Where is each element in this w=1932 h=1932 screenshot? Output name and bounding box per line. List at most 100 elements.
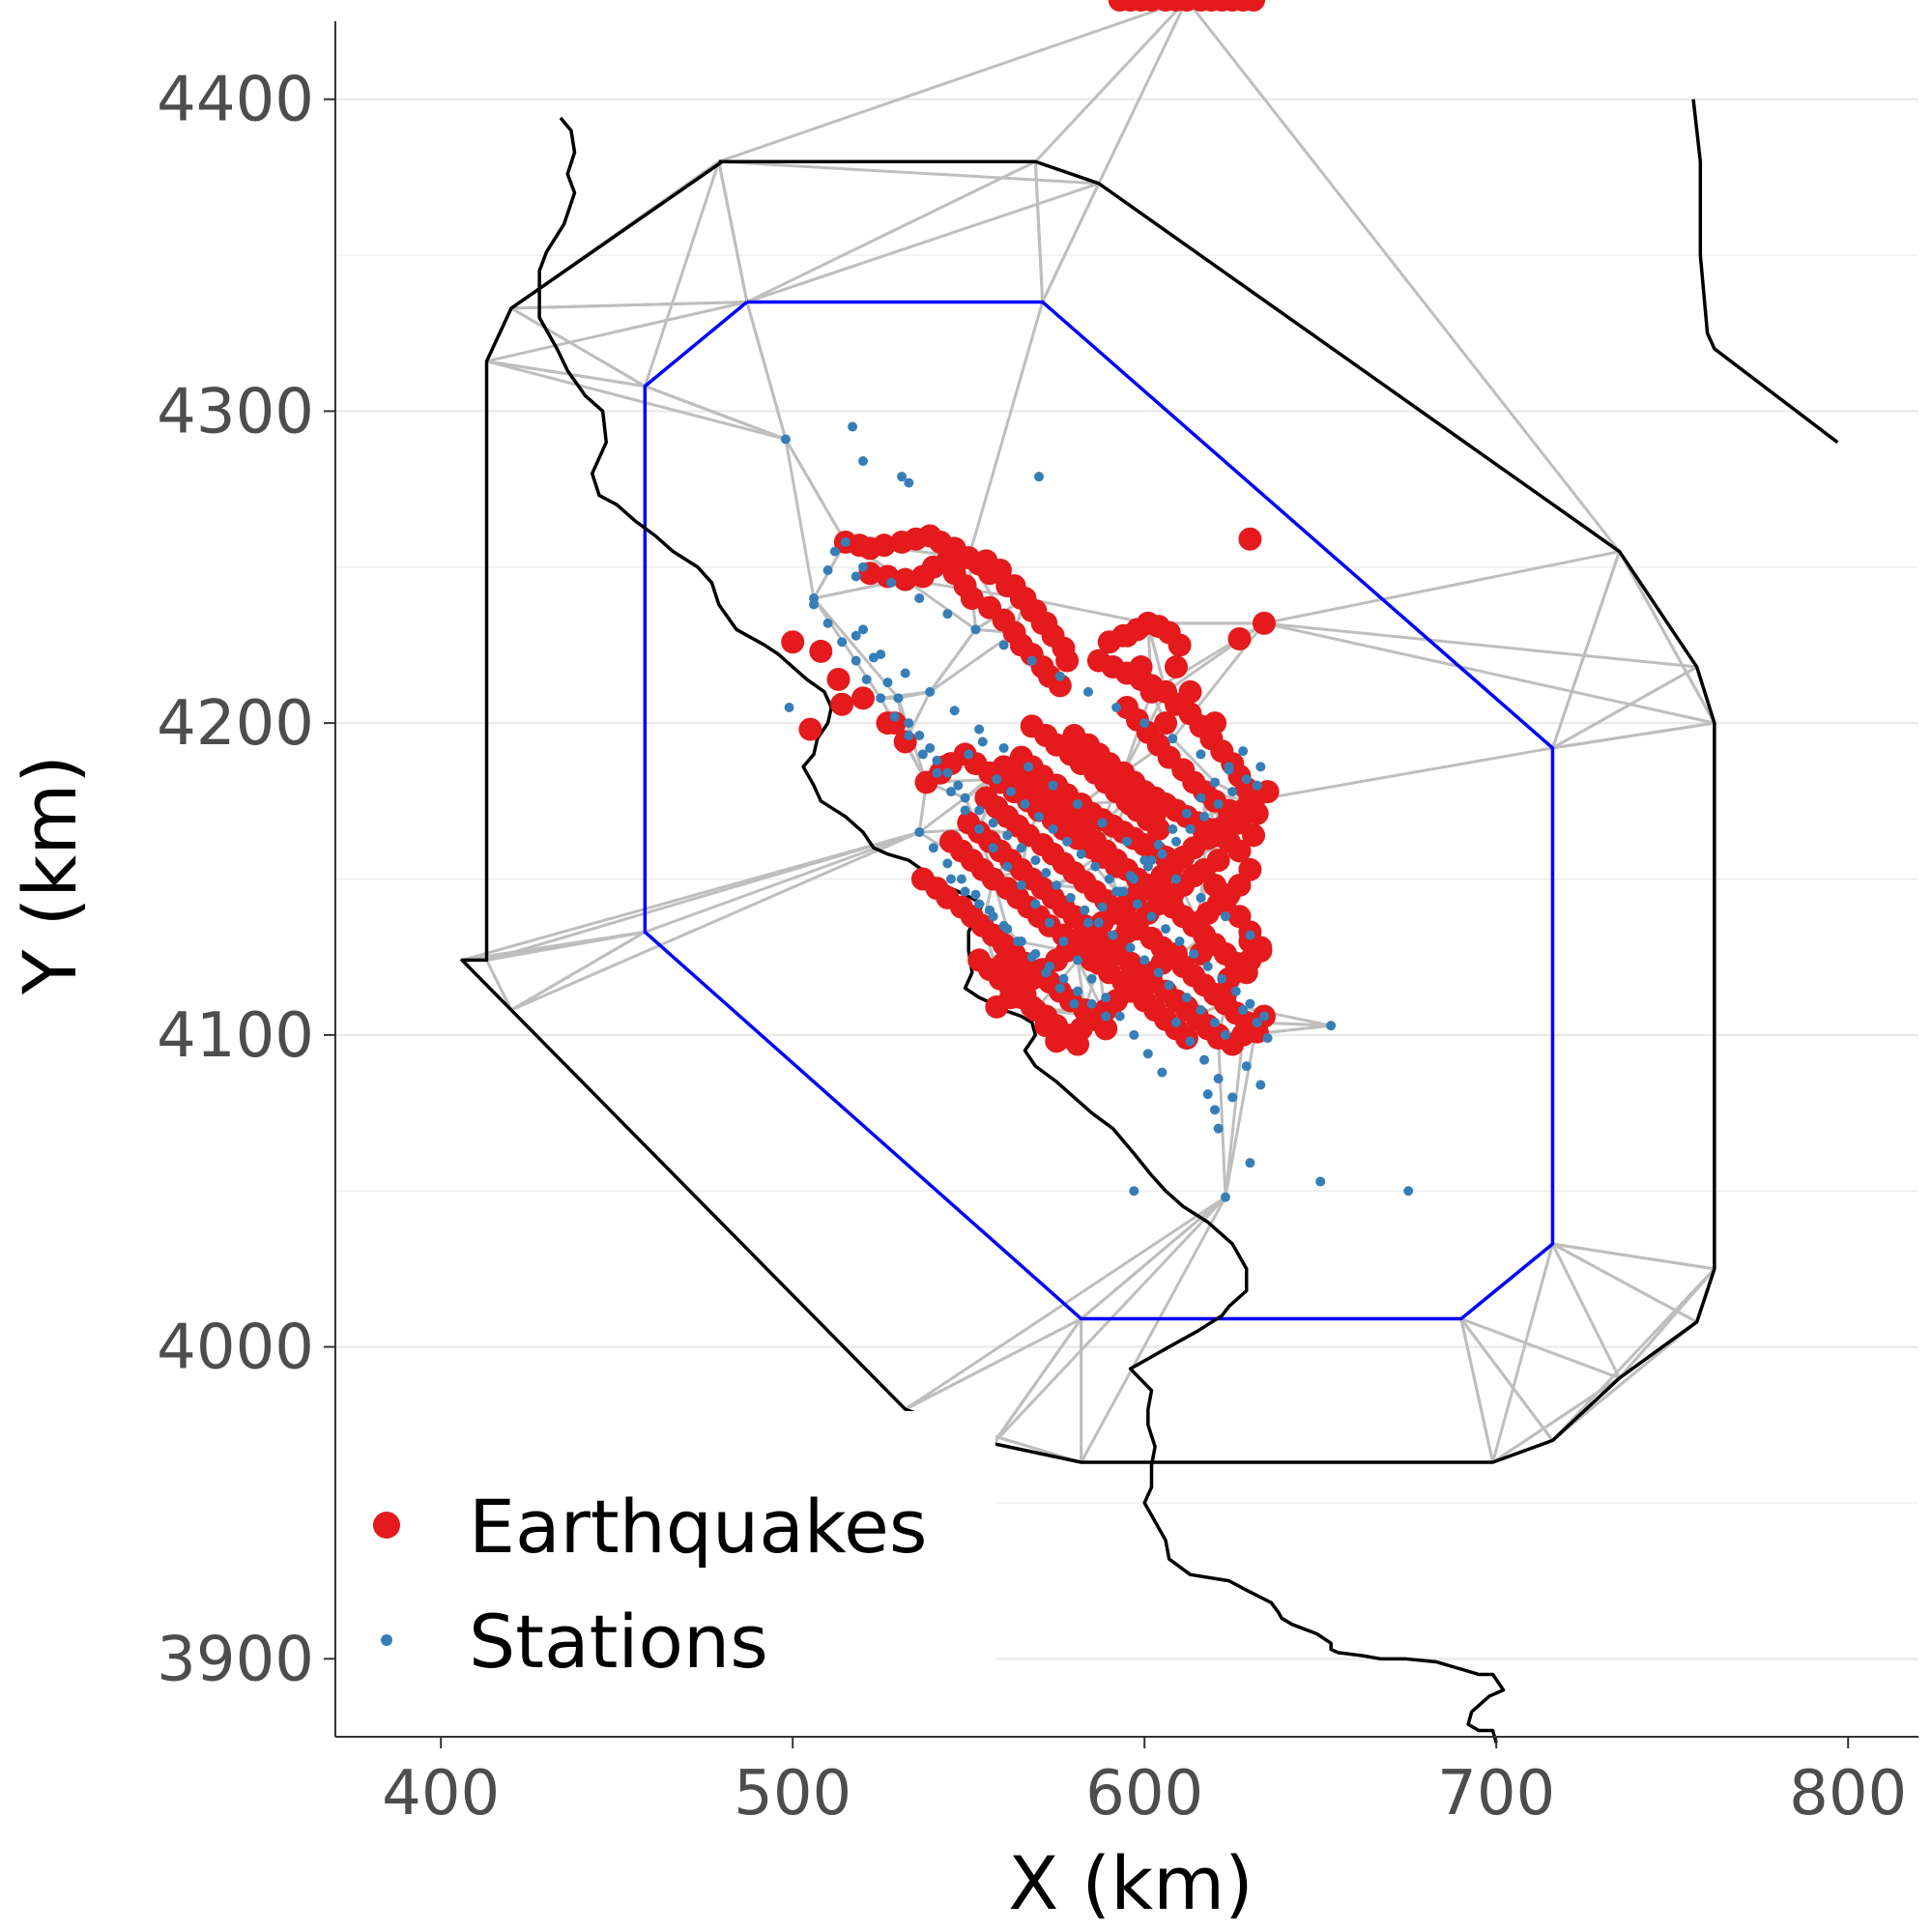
x-tick-label: 600 [1085,1758,1203,1830]
station-point [1258,1011,1269,1022]
station-point [1210,1017,1220,1027]
station-point [1030,948,1041,959]
mesh-edge [1263,550,1620,625]
station-point [858,562,868,572]
station-point [1164,980,1174,991]
station-point [942,858,953,869]
x-tick-label: 800 [1789,1758,1907,1830]
station-point [942,767,953,778]
station-point [1016,843,1026,853]
station-point [1139,955,1150,966]
mesh-edge [966,302,1045,559]
earthquake-point [1206,849,1230,873]
mesh-edge [486,360,646,389]
station-point [858,456,868,467]
station-point [1262,1033,1273,1044]
earthquake-point [830,692,854,716]
station-point [1129,1029,1139,1040]
station-point [1199,811,1210,822]
mesh-edge [1024,596,1149,625]
station-point [953,780,964,791]
station-point [1076,849,1086,859]
mesh-edge [486,360,787,441]
station-point [960,886,970,897]
station-point [900,668,910,678]
legend-stations-label: Stations [469,1599,768,1685]
station-point [1217,973,1227,984]
station-point [1210,1105,1220,1115]
station-point [1213,799,1224,810]
station-point [1020,799,1030,810]
station-point [822,565,833,575]
station-point [964,749,974,760]
station-point [1122,836,1132,847]
inner-boundary-line [643,300,1555,1321]
station-point [1101,1011,1111,1022]
earthquake-point [1164,941,1188,966]
station-point [928,843,938,853]
mesh-edge [1263,621,1697,669]
station-point [1114,1011,1125,1022]
x-tick-label: 700 [1437,1758,1555,1830]
station-point [914,731,925,741]
station-point [925,686,936,697]
station-point [1054,983,1065,994]
station-point [851,655,861,666]
mesh-edge [1034,0,1188,163]
station-point [840,536,851,547]
station-point [1157,1067,1168,1078]
outer-boundary-line [460,159,1716,1464]
tick-labels: 400 500 600 700 800 3900 4000 4100 4200 4300 4400 [157,65,1907,1830]
mesh-edge [880,690,931,700]
earthquake-point [1178,679,1202,704]
station-point [949,706,960,716]
station-point [1073,955,1083,966]
station-point [1132,899,1142,909]
earthquake-point [872,533,896,558]
station-point [932,767,942,778]
station-point [1044,961,1054,971]
station-point [1030,899,1041,909]
station-point [1196,793,1206,803]
earthquake-point [1168,633,1192,657]
x-axis-title: X (km) [1008,1840,1254,1926]
mesh-edge [904,578,977,631]
station-point [1082,686,1093,697]
station-point [1082,917,1093,928]
mesh-edge [510,300,747,310]
station-point [1174,937,1185,947]
earthquake-point [1094,1017,1118,1041]
station-point [1129,874,1139,884]
station-point [1062,836,1073,847]
mesh-edge [1080,1196,1227,1463]
axes [324,21,1918,1748]
station-point [1315,1176,1326,1187]
earthquake-point [1143,801,1168,825]
station-point [1220,911,1230,922]
station-point [848,421,858,432]
station-point [1058,937,1069,947]
station-point [1002,830,1013,841]
station-point [1041,868,1052,879]
mesh-edge [1185,0,1621,553]
mesh-edge [784,438,848,543]
mesh-edge [1552,721,1716,750]
station-point [974,805,985,816]
earthquake-point [1238,527,1262,551]
station-point [1326,1021,1337,1031]
station-point [1101,993,1111,1003]
station-point [1168,734,1178,744]
station-point [1005,787,1016,797]
station-point [932,755,942,765]
station-point [988,818,998,828]
station-point [904,477,914,488]
station-point [1069,998,1080,1009]
earthquake-point [1252,611,1276,635]
y-tick-label: 3900 [157,1624,314,1695]
earthquake-point [1139,679,1164,704]
station-point [1002,924,1013,935]
station-point [974,823,985,834]
mesh-edge [718,0,1188,163]
legend-background [336,1411,995,1691]
